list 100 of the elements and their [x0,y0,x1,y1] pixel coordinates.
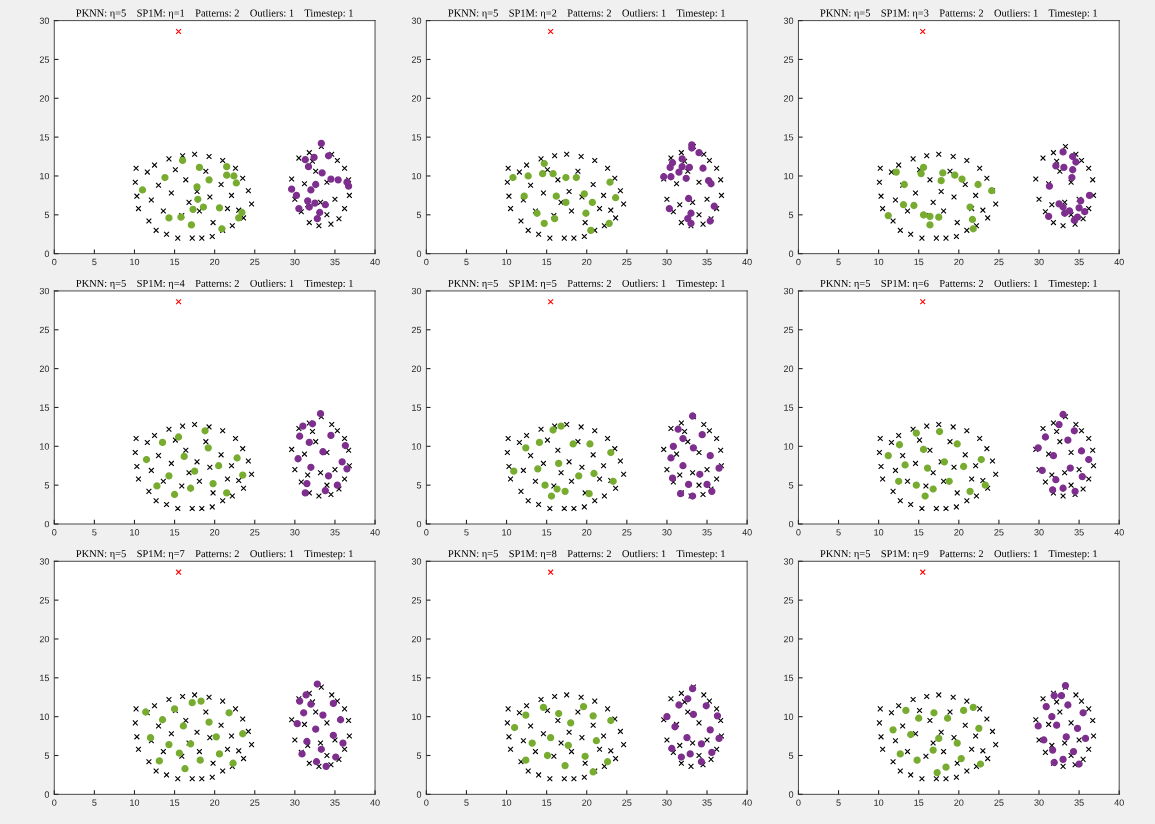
point [913,756,921,764]
x-tick-label: 5 [92,258,97,266]
point [195,163,204,172]
point [153,482,161,490]
point [317,139,325,147]
x-tick-label: 30 [290,529,300,536]
point [1077,447,1086,455]
point [534,465,542,473]
point [912,429,920,437]
point [580,190,588,198]
point [307,463,315,471]
point [585,490,593,498]
point [1059,148,1067,156]
point [921,492,929,500]
point [339,739,347,747]
y-tick-label: 0 [416,791,422,798]
point [699,164,707,172]
point [215,750,224,758]
point [301,156,309,164]
point [329,731,337,739]
point [539,703,548,711]
point [674,425,682,433]
y-tick-label: 15 [784,134,794,141]
y-tick-label: 0 [44,791,50,798]
point [679,462,687,470]
point [696,470,704,478]
x-tick-label: 15 [170,799,180,806]
x-tick-label: 0 [52,258,57,266]
x-tick-label: 5 [836,258,841,266]
point [666,163,674,172]
point [889,726,897,734]
point [953,739,961,747]
point [155,757,163,765]
point [586,440,594,448]
point [683,733,691,742]
point [188,699,196,707]
point [288,185,296,193]
x-tick-label: 15 [542,799,552,806]
point [142,455,151,464]
point [161,173,169,182]
point [541,481,549,489]
point [1060,163,1068,172]
x-tick-label: 30 [662,258,672,266]
y-tick-label: 10 [40,713,50,721]
point [319,448,327,456]
point [706,726,714,734]
y-tick-label: 25 [783,597,794,604]
point [223,171,231,179]
point [561,761,569,770]
point [564,741,572,750]
point [235,214,243,222]
y-tick-label: 30 [411,17,422,24]
y-tick-label: 0 [788,250,794,258]
point [522,444,530,452]
point [669,442,677,450]
point [187,221,196,229]
point [522,711,530,719]
point [926,212,934,221]
point [895,477,903,485]
x-tick-label: 10 [130,529,140,536]
y-tick-label: 25 [39,56,50,63]
point [1044,212,1053,221]
point [607,716,615,725]
point [540,159,548,168]
x-tick-label: 30 [290,258,300,266]
point [189,205,197,214]
x-tick-label: 35 [330,799,340,806]
point [1085,455,1093,464]
x-tick-label: 40 [370,799,380,806]
point [561,487,569,496]
point [579,702,588,711]
point [910,201,918,210]
point [205,718,213,726]
point [1075,204,1083,212]
x-tick-label: 20 [954,529,964,536]
point [205,176,213,184]
point [547,569,554,576]
chart-title: PKNN: η=5 SP1M: η=4 Patterns: 2 Outliers: 1 Timestep: 1 [76,279,353,289]
y-tick-label: 10 [784,172,794,180]
y-tick-label: 20 [39,635,50,643]
x-tick-label: 20 [582,799,592,806]
point [884,211,892,220]
x-tick-label: 35 [1074,529,1084,536]
point [1059,203,1067,211]
x-tick-label: 20 [582,258,592,266]
point [968,215,977,224]
point [603,758,612,766]
point [1081,734,1090,743]
point [1052,162,1060,170]
point [667,173,675,181]
chart-title: PKNN: η=5 SP1M: η=3 Patterns: 2 Outliers: 1 Timestep: 1 [820,9,1097,19]
point [302,691,310,699]
point [708,748,716,757]
point [313,680,321,688]
point [540,219,548,227]
point [684,194,693,203]
point [892,168,900,176]
x-tick-label: 25 [994,799,1004,806]
x-tick-label: 30 [290,799,300,806]
x-tick-label: 5 [836,799,841,806]
